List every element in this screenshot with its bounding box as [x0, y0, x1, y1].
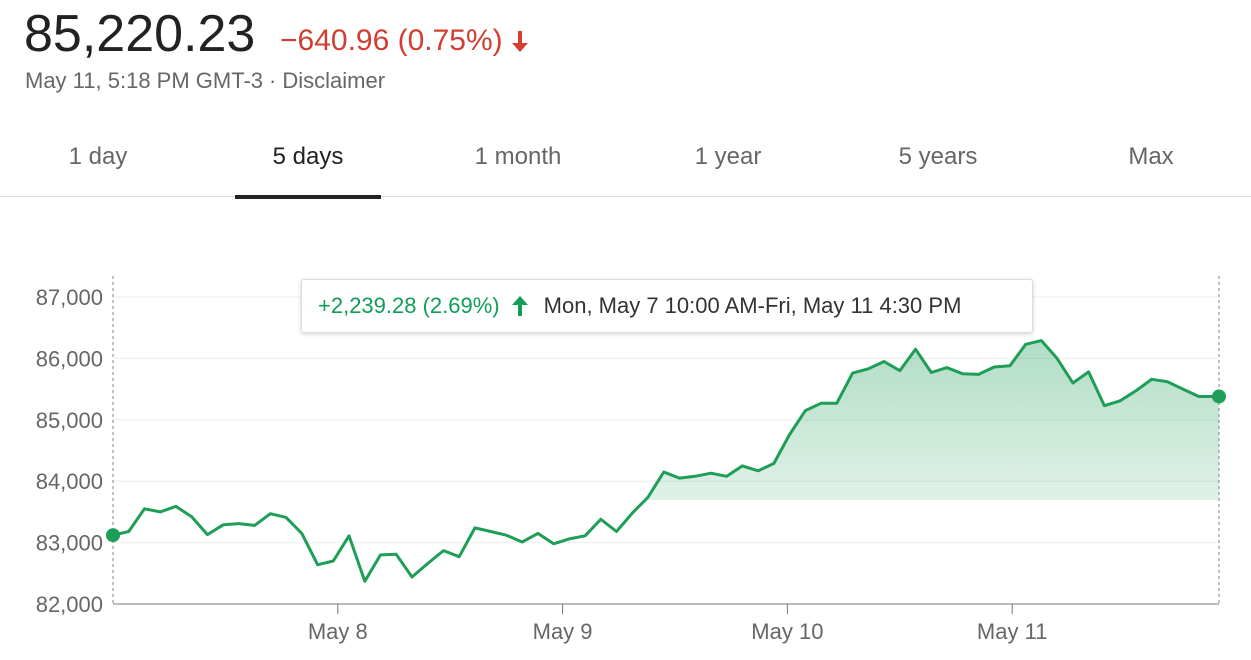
tooltip-change: +2,239.28 (2.69%) [318, 293, 500, 318]
x-tick-label: May 9 [533, 619, 593, 644]
arrow-up-icon [511, 296, 528, 316]
y-tick-label: 85,000 [36, 408, 103, 433]
current-price: 85,220.23 [24, 5, 256, 63]
tab-1-day[interactable]: 1 day [68, 143, 128, 170]
range-tooltip: +2,239.28 (2.69%) Mon, May 7 10:00 AM-Fr… [301, 279, 1033, 333]
series-line [112, 339, 1219, 583]
timestamp: May 11, 5:18 PM GMT-3 [25, 68, 264, 93]
tab-max[interactable]: Max [1128, 143, 1174, 170]
tooltip-range: Mon, May 7 10:00 AM-Fri, May 11 4:30 PM [543, 293, 962, 318]
tab-5-years[interactable]: 5 years [898, 143, 978, 170]
quote-meta: May 11, 5:18 PM GMT-3 · Disclaimer [25, 68, 385, 94]
price-chart[interactable]: 82,000 83,000 84,000 85,000 86,000 87,000 May … [0, 200, 1251, 660]
y-tick-label: 83,000 [36, 531, 103, 556]
y-tick-label: 86,000 [36, 346, 103, 371]
arrow-down-icon [511, 31, 528, 52]
disclaimer-link[interactable]: Disclaimer [282, 68, 386, 93]
y-tick-label: 87,000 [36, 285, 103, 310]
y-tick-label: 82,000 [36, 592, 103, 617]
tab-5-days[interactable]: 5 days [235, 118, 381, 199]
price-change: −640.96 (0.75%) [280, 24, 531, 58]
x-tick-label: May 11 [977, 619, 1048, 644]
separator: · [269, 68, 277, 93]
tab-1-year[interactable]: 1 year [694, 143, 762, 170]
start-point [106, 528, 120, 543]
x-tick-label: May 8 [308, 619, 368, 644]
range-tabs: 1 day 5 days 1 month 1 year 5 years Max [0, 118, 1251, 199]
end-point [1212, 389, 1226, 404]
x-tick-label: May 10 [751, 619, 823, 644]
series-area [645, 340, 1219, 500]
tab-1-month[interactable]: 1 month [474, 143, 562, 170]
price-change-value: −640.96 (0.75%) [280, 24, 503, 57]
y-tick-label: 84,000 [36, 469, 103, 494]
